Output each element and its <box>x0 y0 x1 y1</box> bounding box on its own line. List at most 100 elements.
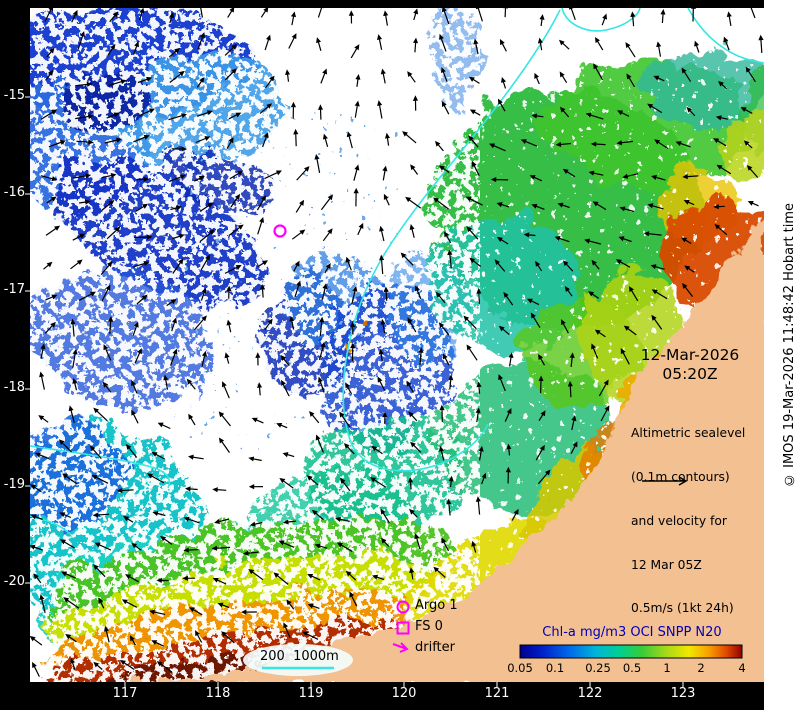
velocity-arrow <box>651 314 663 330</box>
velocity-arrow <box>46 47 55 58</box>
velocity-arrow <box>200 8 203 18</box>
velocity-arrow <box>590 141 606 147</box>
velocity-arrow <box>45 225 61 236</box>
velocity-arrow <box>45 294 58 301</box>
velocity-arrow <box>168 47 180 58</box>
velocity-arrow <box>498 374 506 392</box>
scalebar-label: 200 1000m <box>260 649 339 664</box>
velocity-arrow <box>318 376 325 393</box>
velocity-arrow <box>106 226 121 240</box>
velocity-arrow <box>496 202 510 208</box>
velocity-arrow <box>651 174 666 181</box>
velocity-arrow <box>249 521 263 527</box>
velocity-arrow <box>465 196 483 206</box>
velocity-arrow <box>262 132 269 148</box>
velocity-arrow <box>321 283 328 300</box>
velocity-arrow <box>340 477 351 492</box>
velocity-arrow <box>295 199 305 213</box>
velocity-arrow <box>535 260 543 272</box>
legend-label-argo: Argo 1 <box>415 598 458 613</box>
velocity-arrow <box>171 317 177 332</box>
velocity-arrow <box>151 452 165 460</box>
velocity-arrow <box>435 140 444 152</box>
velocity-arrow <box>75 113 94 120</box>
velocity-arrow <box>616 140 634 146</box>
velocity-arrow <box>104 137 122 144</box>
velocity-arrow <box>433 197 449 210</box>
velocity-arrow <box>92 512 110 518</box>
velocity-arrow <box>651 289 668 300</box>
velocity-arrow <box>76 139 94 145</box>
velocity-arrow <box>654 139 669 150</box>
velocity-arrow <box>468 76 480 84</box>
velocity-arrow <box>132 321 139 336</box>
velocity-arrow <box>447 249 453 269</box>
velocity-arrow <box>293 128 299 147</box>
velocity-arrow <box>591 343 599 359</box>
velocity-arrow <box>475 8 483 22</box>
velocity-arrow <box>584 238 601 245</box>
velocity-arrow <box>594 36 604 51</box>
velocity-arrow <box>475 496 481 515</box>
velocity-arrow <box>723 36 730 51</box>
velocity-arrow <box>98 597 105 609</box>
velocity-arrow <box>405 196 422 209</box>
velocity-arrow <box>125 443 138 458</box>
velocity-arrow <box>350 44 360 59</box>
velocity-arrow <box>182 575 196 581</box>
velocity-arrow <box>497 98 506 112</box>
velocity-arrow <box>218 411 231 427</box>
velocity-arrow <box>93 661 103 670</box>
velocity-arrow <box>481 472 487 485</box>
velocity-arrow <box>384 132 391 146</box>
velocity-arrow <box>65 634 77 643</box>
colorbar-tick: 0.5 <box>622 661 642 675</box>
annotation-line: 0.5m/s (1kt 24h) <box>631 601 734 616</box>
lon-label: 119 <box>298 686 324 701</box>
velocity-arrow <box>656 41 662 57</box>
velocity-arrow <box>259 284 266 298</box>
velocity-arrow <box>502 8 509 18</box>
velocity-arrow <box>100 261 113 275</box>
velocity-arrow <box>228 112 242 120</box>
velocity-arrow <box>372 574 385 581</box>
velocity-arrow <box>319 316 325 337</box>
velocity-arrow <box>746 165 759 178</box>
velocity-arrow <box>489 143 506 152</box>
margin-top <box>0 0 800 8</box>
velocity-arrow <box>620 348 630 365</box>
velocity-arrow <box>212 487 227 493</box>
margin-bottom <box>0 682 764 710</box>
velocity-arrow <box>103 344 112 361</box>
velocity-arrow <box>335 516 350 522</box>
velocity-arrow <box>38 415 49 423</box>
velocity-arrow <box>39 371 45 390</box>
velocity-arrow <box>125 574 139 583</box>
velocity-arrow <box>91 474 109 484</box>
velocity-arrow <box>248 568 264 581</box>
velocity-arrow <box>383 286 389 301</box>
velocity-arrow <box>302 631 319 640</box>
velocity-arrow <box>660 8 666 24</box>
velocity-arrow <box>494 259 506 272</box>
lat-label: -15 <box>3 88 25 103</box>
velocity-arrow <box>273 572 289 585</box>
velocity-arrow <box>201 350 207 367</box>
velocity-arrow <box>101 200 115 211</box>
velocity-arrow <box>409 508 418 518</box>
velocity-arrow <box>413 37 419 53</box>
velocity-arrow <box>380 68 386 84</box>
velocity-arrow <box>186 378 196 390</box>
velocity-arrow <box>529 175 543 182</box>
velocity-arrow <box>370 477 387 488</box>
lon-label: 122 <box>577 686 603 701</box>
velocity-arrow <box>439 33 447 52</box>
velocity-arrow <box>293 260 300 272</box>
velocity-arrow <box>718 80 728 90</box>
velocity-arrow <box>598 379 609 397</box>
velocity-arrow <box>72 173 92 179</box>
velocity-arrow <box>410 164 419 175</box>
velocity-arrow <box>314 543 328 549</box>
velocity-arrow <box>30 514 43 520</box>
cloud-speckle-left <box>30 8 480 682</box>
